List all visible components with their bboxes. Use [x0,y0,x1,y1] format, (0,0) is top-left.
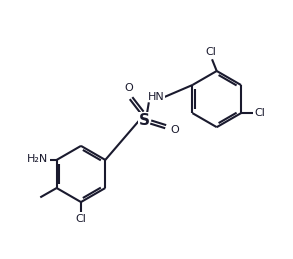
Text: S: S [139,113,150,128]
Text: Cl: Cl [254,108,265,118]
Text: H₂N: H₂N [27,154,48,164]
Text: HN: HN [147,92,164,102]
Text: Cl: Cl [76,214,86,224]
Text: O: O [125,83,134,93]
Text: Cl: Cl [206,47,217,57]
Text: O: O [170,125,179,135]
